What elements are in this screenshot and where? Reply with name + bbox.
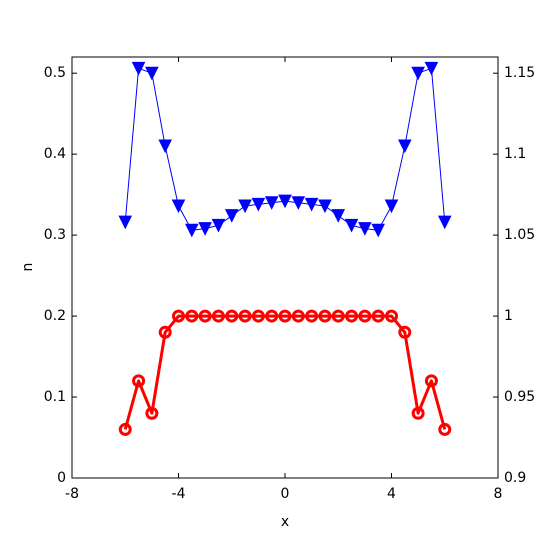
marker — [264, 196, 279, 210]
marker — [398, 325, 412, 339]
marker — [171, 199, 186, 214]
marker — [158, 139, 172, 154]
marker — [411, 66, 425, 81]
marker — [238, 199, 252, 214]
marker — [424, 374, 438, 388]
marker — [437, 215, 452, 230]
y2-tick-label: 0.95 — [504, 389, 535, 405]
y-tick-label: 0.2 — [44, 308, 66, 324]
y2-tick-label: 1 — [504, 308, 513, 324]
series-line — [123, 314, 447, 430]
marker — [278, 309, 292, 323]
marker — [438, 422, 452, 436]
marker — [118, 422, 132, 436]
marker — [172, 309, 185, 323]
y2-tick-label: 1.1 — [504, 146, 526, 162]
marker — [371, 223, 385, 238]
marker — [291, 309, 305, 323]
y-tick-label: 0.1 — [44, 389, 66, 405]
x-tick-label: 4 — [387, 486, 396, 502]
y-tick-label: 0.5 — [44, 65, 66, 81]
y2-tick-label: 1.15 — [504, 65, 535, 81]
marker — [224, 209, 239, 223]
y2-tick-label: 0.9 — [504, 470, 526, 486]
marker — [318, 199, 332, 214]
marker — [385, 309, 398, 323]
marker — [291, 196, 306, 210]
y-tick-label: 0 — [57, 470, 66, 486]
marker — [331, 209, 346, 223]
marker — [132, 374, 146, 388]
marker — [211, 218, 226, 233]
plot-frame — [71, 56, 499, 479]
marker — [304, 197, 319, 212]
marker — [238, 309, 252, 323]
x-tick-label: -8 — [65, 486, 79, 502]
marker — [331, 309, 345, 323]
marker — [118, 215, 133, 230]
marker — [411, 406, 425, 420]
marker — [158, 325, 172, 339]
marker — [318, 309, 332, 323]
marker — [145, 66, 159, 81]
marker — [251, 197, 266, 212]
marker — [278, 194, 292, 209]
x-axis-label: x — [281, 514, 289, 530]
x-tick-label: 0 — [281, 486, 290, 502]
marker — [145, 406, 159, 420]
y-axis-label: n — [20, 263, 36, 272]
y2-tick-label: 1.05 — [504, 227, 535, 243]
marker — [265, 309, 279, 323]
marker — [344, 218, 359, 233]
marker — [251, 309, 265, 323]
marker — [185, 223, 199, 238]
marker — [398, 139, 412, 154]
marker — [225, 309, 239, 323]
marker — [198, 222, 212, 236]
marker — [424, 61, 439, 76]
marker — [384, 199, 399, 214]
marker — [358, 309, 372, 323]
marker — [211, 309, 225, 323]
marker — [131, 61, 146, 76]
marker — [345, 309, 359, 323]
marker — [358, 222, 372, 236]
y-tick-label: 0.3 — [44, 227, 66, 243]
y-tick-label: 0.4 — [44, 146, 66, 162]
x-tick-label: 8 — [494, 486, 503, 502]
marker — [371, 309, 385, 323]
marker — [198, 309, 212, 323]
marker — [305, 309, 319, 323]
marker — [185, 309, 199, 323]
x-tick-label: -4 — [172, 486, 186, 502]
